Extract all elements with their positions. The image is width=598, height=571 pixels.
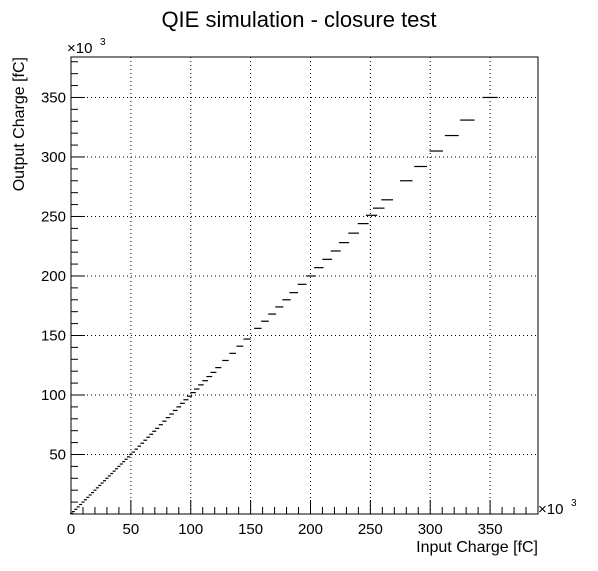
y-tick-label: 250	[41, 208, 66, 225]
x-tick-label: 350	[478, 521, 503, 538]
x-axis-label: Input Charge [fC]	[416, 539, 538, 556]
x-tick-label: 250	[358, 521, 383, 538]
y-axis-label: Output Charge [fC]	[11, 57, 28, 191]
x-tick-label: 200	[298, 521, 323, 538]
y-tick-label: 50	[49, 446, 66, 463]
chart-title: QIE simulation - closure test	[161, 7, 436, 32]
y-tick-label: 300	[41, 149, 66, 166]
x-tick-label: 50	[123, 521, 140, 538]
x-tick-label: 0	[67, 521, 75, 538]
y-multiplier-base: ×10	[67, 40, 92, 57]
axis-ticks: 0 50 100 150 200 250 300 350 50 100 150 200 250 300 35…	[41, 61, 527, 538]
data-points	[70, 96, 498, 515]
x-axis-multiplier: ×10 3	[538, 498, 577, 518]
y-multiplier-exponent: 3	[100, 37, 106, 48]
grid	[71, 57, 538, 514]
y-tick-label: 100	[41, 387, 66, 404]
x-tick-label: 300	[418, 521, 443, 538]
y-tick-label: 200	[41, 268, 66, 285]
x-multiplier-exponent: 3	[571, 498, 577, 509]
x-tick-label: 150	[238, 521, 263, 538]
y-axis-multiplier: ×10 3	[67, 37, 106, 57]
x-tick-label: 100	[178, 521, 203, 538]
y-tick-label: 150	[41, 327, 66, 344]
x-multiplier-base: ×10	[538, 501, 563, 518]
plot-frame	[70, 56, 539, 515]
y-tick-label: 350	[41, 89, 66, 106]
